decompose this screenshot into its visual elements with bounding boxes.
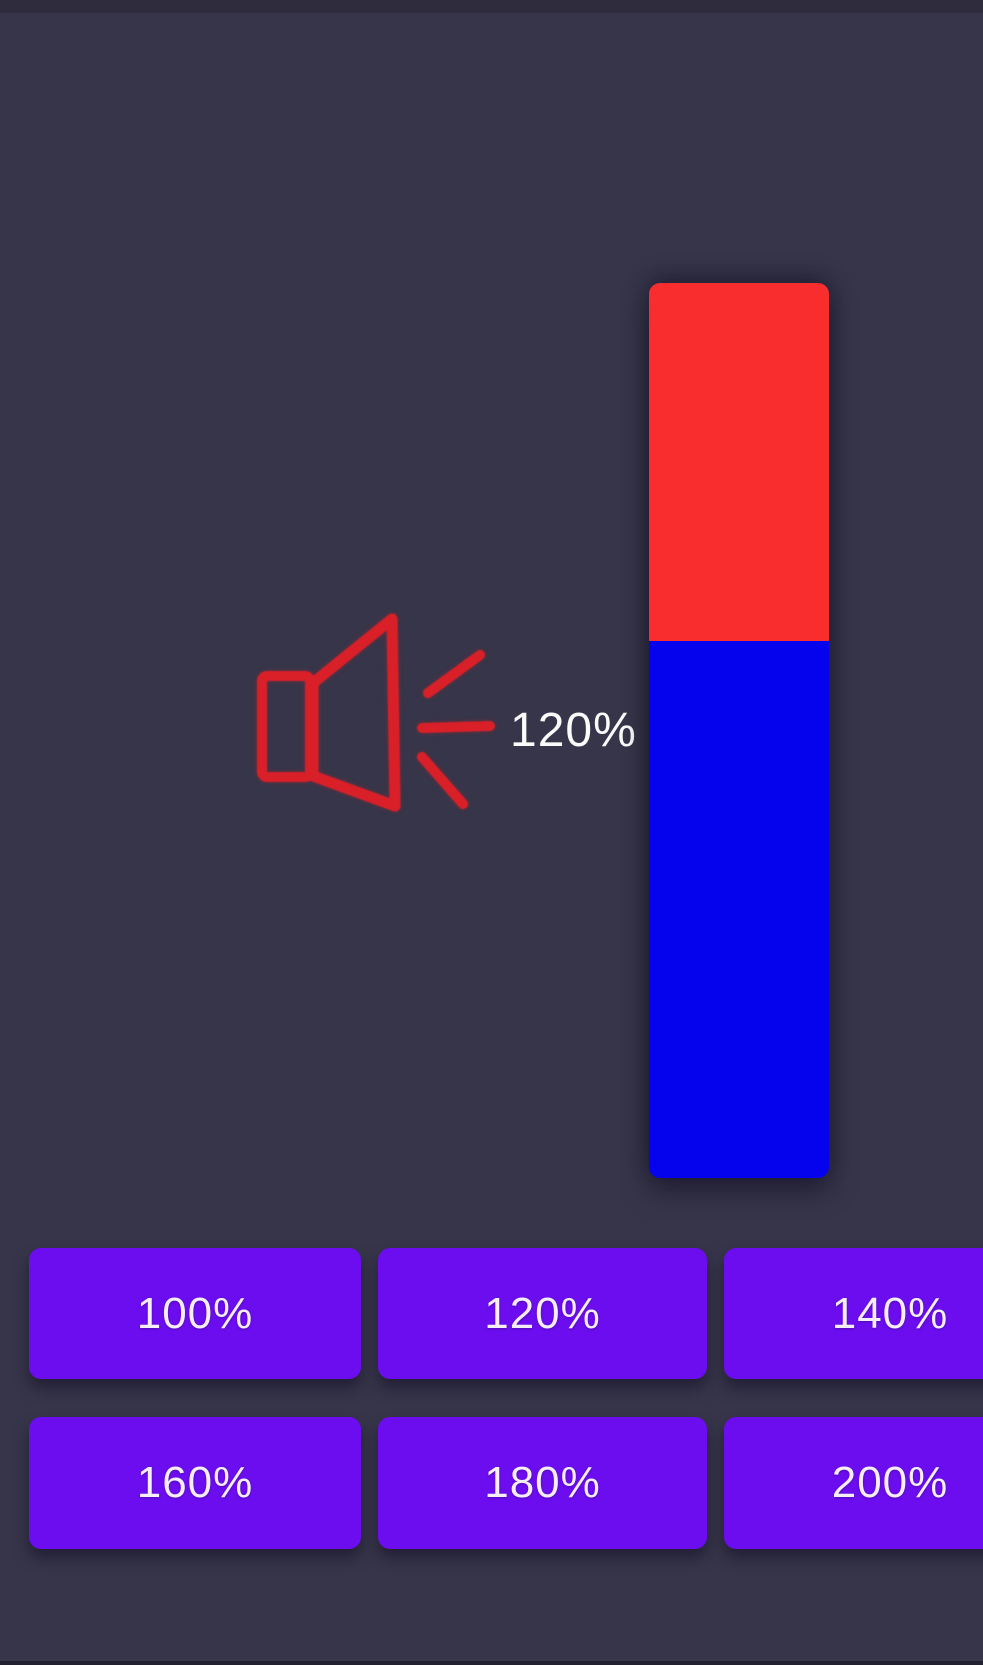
boost-button-label: 140%	[831, 1288, 949, 1338]
boost-button-label: 200%	[831, 1458, 949, 1507]
boost-button-label: 180%	[484, 1458, 601, 1507]
boost-button-label: 120%	[484, 1288, 601, 1338]
boost-button-120[interactable]: 120%	[378, 1248, 707, 1379]
boost-button-label: 100%	[136, 1288, 254, 1338]
status-bar-shade	[0, 0, 983, 13]
current-boost-label: 120%	[510, 704, 637, 757]
volume-level-bar[interactable]	[649, 283, 829, 1178]
boost-button-160[interactable]: 160%	[29, 1417, 361, 1549]
boost-button-140[interactable]: 140%	[724, 1248, 983, 1379]
level-bar-remainder	[649, 283, 829, 641]
screen-bottom-edge	[0, 1661, 983, 1665]
boost-button-180[interactable]: 180%	[378, 1417, 707, 1549]
level-bar-fill	[649, 641, 829, 1178]
boost-button-200[interactable]: 200%	[724, 1417, 983, 1549]
boost-button-label: 160%	[136, 1458, 254, 1507]
boost-button-100[interactable]: 100%	[29, 1248, 361, 1379]
speaker-icon	[245, 583, 495, 815]
